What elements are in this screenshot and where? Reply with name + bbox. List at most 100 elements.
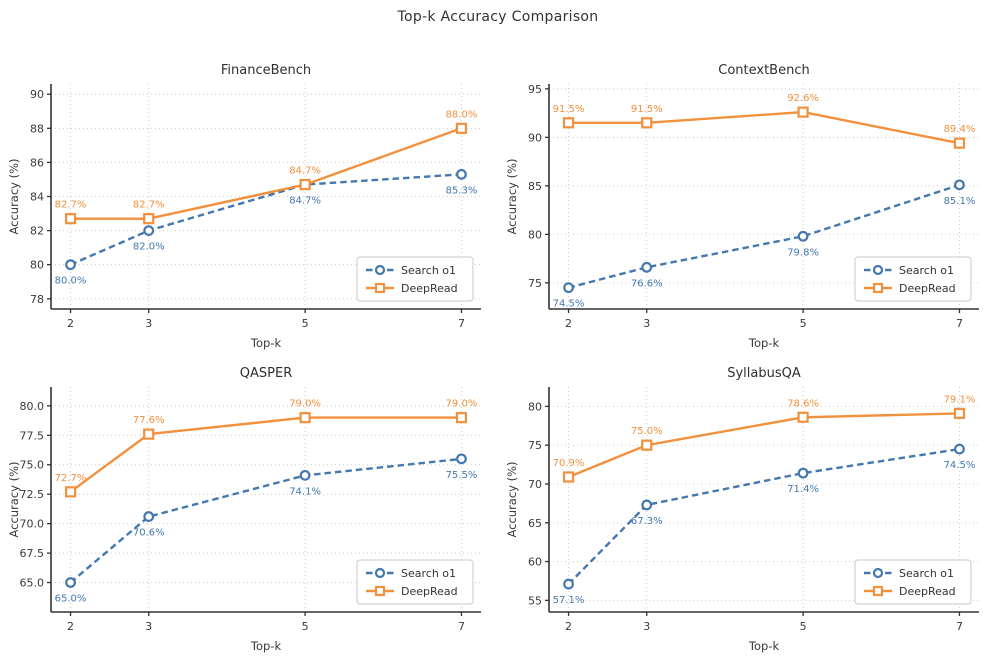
data-point-label: 79.8% <box>787 247 819 258</box>
subplot-title: FinanceBench <box>221 63 311 78</box>
legend-entry-label: Search o1 <box>899 264 954 277</box>
legend-marker <box>374 282 386 294</box>
data-point-marker <box>563 282 574 294</box>
x-tick-label: 3 <box>643 620 650 633</box>
data-point-marker <box>143 213 155 225</box>
y-tick-label: 95 <box>528 83 542 96</box>
legend-box <box>356 559 474 605</box>
charts-grid: 78 80 82 84 86 88 90 2 3 5 7 FinanceBench Top-k Accur… <box>0 60 996 658</box>
data-point-label: 70.9% <box>553 458 585 469</box>
data-point-label: 85.3% <box>446 185 478 196</box>
y-tick-label: 86 <box>30 156 44 169</box>
x-tick-label: 7 <box>956 317 963 330</box>
legend-entry-label: DeepRead <box>401 585 458 598</box>
x-tick-label: 2 <box>67 620 74 633</box>
series-line-search-o1 <box>567 447 960 585</box>
data-point-marker <box>456 453 467 465</box>
data-point-marker <box>299 469 311 481</box>
data-point-marker <box>641 499 653 511</box>
data-point-marker <box>954 443 965 455</box>
data-point-label: 76.6% <box>631 278 663 289</box>
data-point-marker <box>562 117 575 129</box>
legend-marker <box>872 282 884 294</box>
x-tick-label: 3 <box>145 317 152 330</box>
y-tick-label: 65.0 <box>20 577 45 590</box>
y-tick-label: 75 <box>528 277 542 290</box>
data-point-label: 70.6% <box>133 528 165 539</box>
legend-marker <box>872 567 884 579</box>
y-tick-label: 80 <box>528 228 542 241</box>
y-tick-label: 67.5 <box>20 547 45 560</box>
subplot-syllabusqa: 55 60 65 70 75 80 2 3 5 7 SyllabusQA Top-k Accuracy … <box>498 363 996 658</box>
y-tick-label: 90 <box>528 131 542 144</box>
data-point-label: 84.7% <box>289 166 321 177</box>
x-tick-label: 3 <box>643 317 650 330</box>
data-point-label: 82.0% <box>133 242 165 253</box>
y-tick-label: 85 <box>528 180 542 193</box>
data-point-marker <box>563 578 574 590</box>
data-point-label: 88.0% <box>446 109 478 120</box>
x-tick-label: 7 <box>956 620 963 633</box>
figure-title: Top-k Accuracy Comparison <box>397 9 599 25</box>
y-tick-label: 80 <box>528 400 542 413</box>
data-point-marker <box>64 486 77 498</box>
data-point-marker <box>65 259 76 271</box>
data-point-marker <box>143 225 155 236</box>
data-point-marker <box>299 412 311 424</box>
series-line-search-o1 <box>568 183 960 289</box>
legend-entry-label: Search o1 <box>401 264 456 277</box>
y-tick-label: 82 <box>30 225 44 238</box>
data-point-label: 80.0% <box>55 276 87 287</box>
legend-marker <box>872 264 884 276</box>
y-tick-label: 80 <box>30 259 44 272</box>
x-tick-label: 5 <box>302 317 309 330</box>
x-axis-label: Top-k <box>748 336 780 350</box>
data-point-label: 74.5% <box>553 299 585 310</box>
y-tick-label: 70 <box>528 478 542 491</box>
legend-box <box>854 559 972 605</box>
data-point-marker <box>797 106 809 118</box>
x-tick-label: 5 <box>800 620 807 633</box>
data-point-label: 79.0% <box>289 399 321 410</box>
x-axis-label: Top-k <box>250 639 282 653</box>
data-point-label: 79.1% <box>944 394 976 405</box>
x-tick-label: 3 <box>145 620 152 633</box>
data-point-marker <box>641 439 653 451</box>
data-point-label: 82.7% <box>55 200 87 211</box>
x-tick-label: 5 <box>800 317 807 330</box>
data-point-label: 57.1% <box>553 595 585 606</box>
chart-syllabusqa: 55 60 65 70 75 80 2 3 5 7 SyllabusQA Top-k Accuracy … <box>505 366 979 653</box>
y-tick-label: 75 <box>528 439 542 452</box>
data-point-label: 92.6% <box>787 93 819 104</box>
y-tick-label: 77.5 <box>20 429 45 442</box>
legend-marker <box>374 567 386 579</box>
data-point-marker <box>143 428 155 440</box>
legend-entry-label: Search o1 <box>899 567 954 580</box>
x-tick-label: 2 <box>67 317 74 330</box>
x-axis-label: Top-k <box>748 639 780 653</box>
data-point-marker <box>64 213 77 225</box>
data-point-label: 85.1% <box>944 196 976 207</box>
data-point-label: 74.1% <box>289 486 321 497</box>
legend-box <box>356 256 474 302</box>
subplot-contextbench: 75 80 85 90 95 2 3 5 7 ContextBench Top-k Accuracy … <box>498 60 996 355</box>
legend-marker <box>374 264 386 276</box>
x-tick-label: 7 <box>458 317 465 330</box>
data-point-marker <box>797 411 809 423</box>
subplot-financebench: 78 80 82 84 86 88 90 2 3 5 7 FinanceBench Top-k Accur… <box>0 60 498 355</box>
data-point-label: 89.4% <box>944 124 976 135</box>
data-point-marker <box>953 407 966 419</box>
y-axis-label: Accuracy (%) <box>7 158 21 234</box>
series-line-search-o1 <box>69 457 462 584</box>
data-point-label: 91.5% <box>631 104 663 115</box>
data-point-marker <box>299 178 311 191</box>
y-axis-label: Accuracy (%) <box>505 158 519 234</box>
chart-qasper: 65.0 67.5 70.0 72.5 75.0 77.5 80.0 2 3 5 7 QASPER To… <box>7 366 481 653</box>
subplot-title: ContextBench <box>718 63 809 78</box>
y-tick-label: 75.0 <box>20 459 45 472</box>
legend-entry-label: DeepRead <box>899 585 956 598</box>
x-tick-label: 2 <box>565 317 572 330</box>
data-point-label: 82.7% <box>133 200 165 211</box>
legend-entry-label: Search o1 <box>401 567 456 580</box>
series-line-deepread <box>568 412 960 479</box>
